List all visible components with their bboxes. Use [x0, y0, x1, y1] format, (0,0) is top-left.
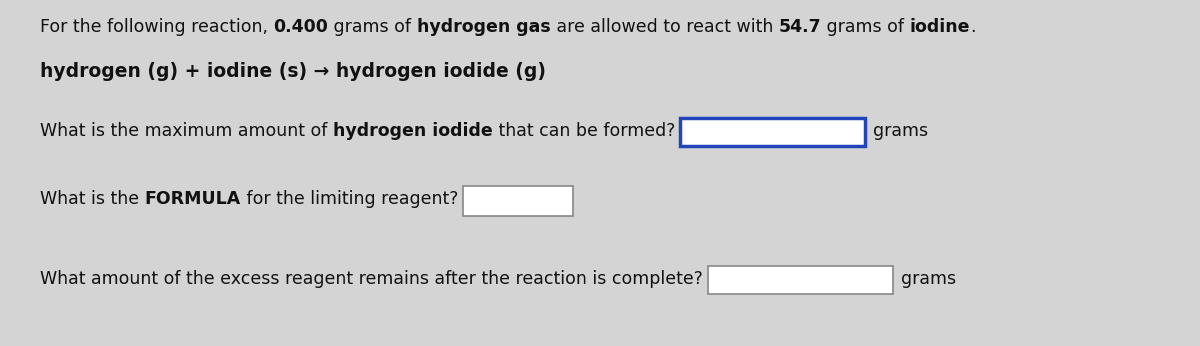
Text: hydrogen gas: hydrogen gas [416, 18, 551, 36]
Text: hydrogen iodide: hydrogen iodide [332, 122, 493, 140]
Text: What amount of the excess reagent remains after the reaction is complete?: What amount of the excess reagent remain… [40, 270, 703, 288]
Bar [708, 266, 893, 294]
Text: .: . [970, 18, 976, 36]
Text: are allowed to react with: are allowed to react with [551, 18, 779, 36]
Text: What is the: What is the [40, 190, 145, 208]
Bar [680, 118, 865, 146]
Text: hydrogen (g) + iodine (s) → hydrogen iodide (g): hydrogen (g) + iodine (s) → hydrogen iod… [40, 62, 546, 81]
Bar [463, 186, 574, 216]
Text: grams: grams [874, 122, 928, 140]
Text: 0.400: 0.400 [274, 18, 329, 36]
Text: 54.7: 54.7 [779, 18, 821, 36]
Text: grams: grams [901, 270, 956, 288]
Text: that can be formed?: that can be formed? [493, 122, 674, 140]
Text: What is the maximum amount of: What is the maximum amount of [40, 122, 332, 140]
Text: for the limiting reagent?: for the limiting reagent? [241, 190, 458, 208]
Text: FORMULA: FORMULA [145, 190, 241, 208]
Text: grams of: grams of [821, 18, 910, 36]
Text: For the following reaction,: For the following reaction, [40, 18, 274, 36]
Text: iodine: iodine [910, 18, 970, 36]
Text: grams of: grams of [329, 18, 416, 36]
